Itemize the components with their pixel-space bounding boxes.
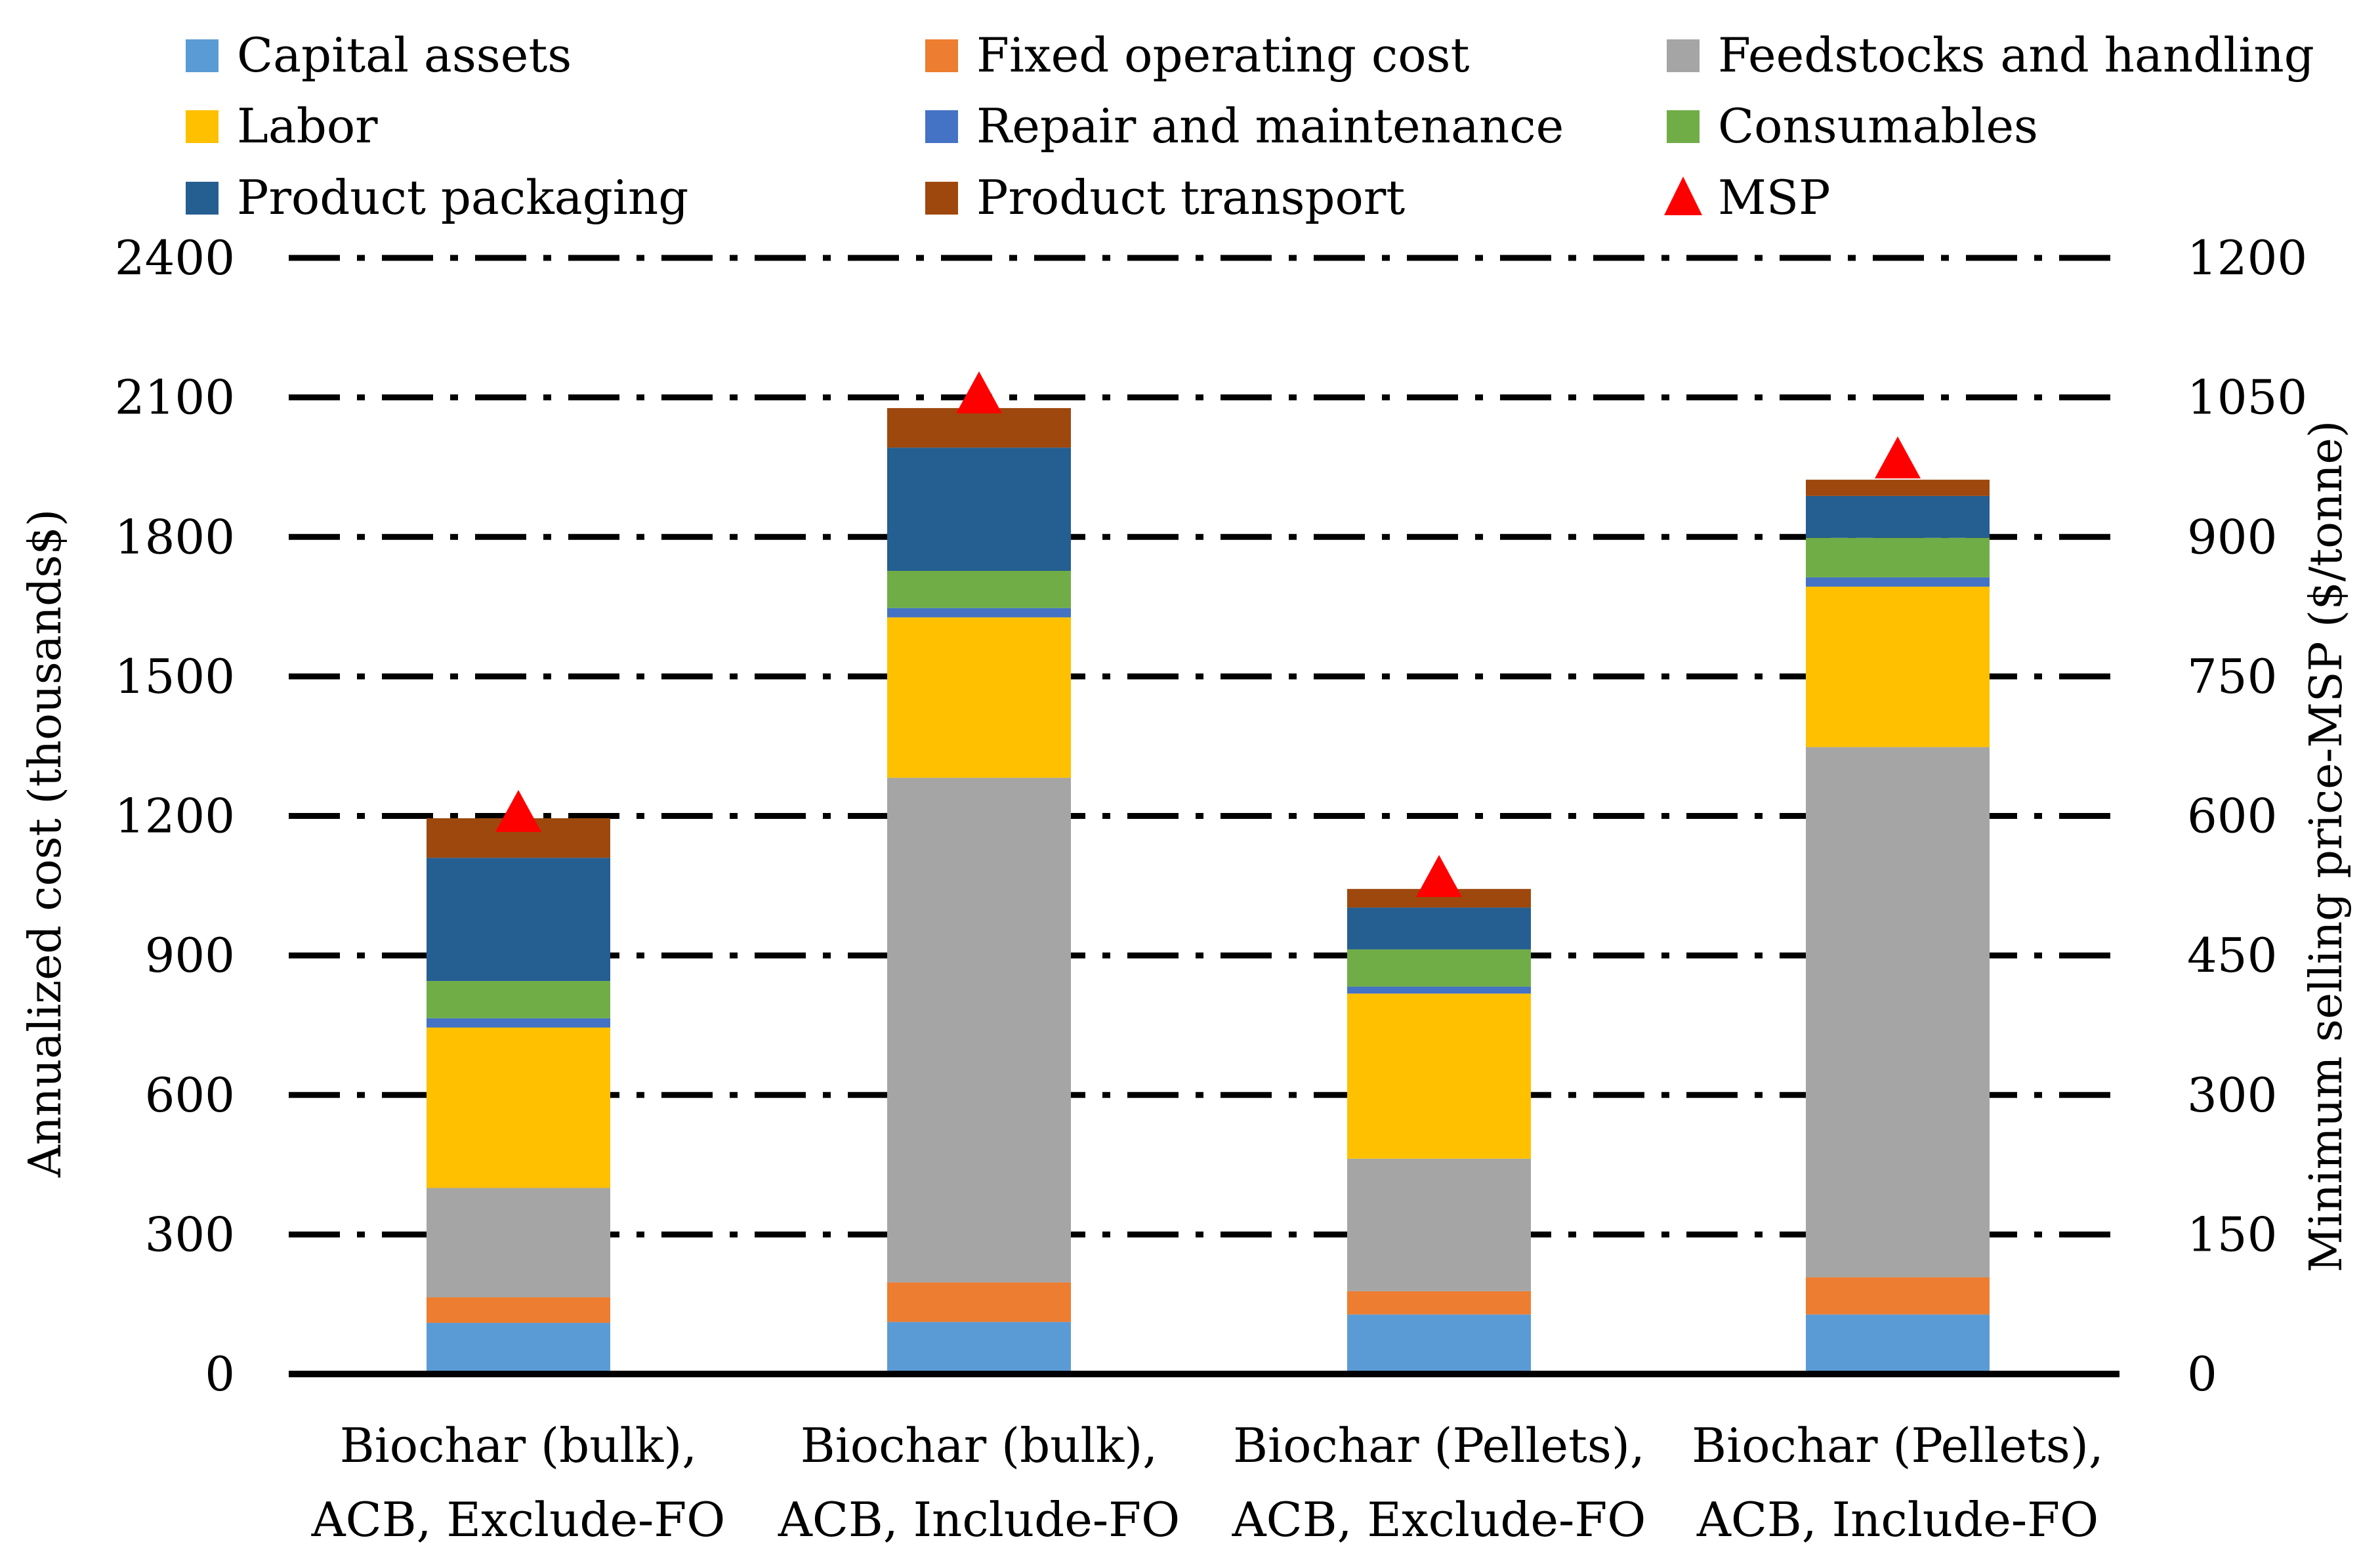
msp-markers bbox=[495, 371, 1921, 898]
category-label: Biochar (Pellets), bbox=[1233, 1418, 1645, 1473]
y2-tick-label: 450 bbox=[2187, 928, 2277, 983]
y2-tick-label: 900 bbox=[2187, 509, 2277, 564]
category-label: Biochar (Pellets), bbox=[1692, 1418, 2104, 1473]
bar-segment-fixed-operating-cost bbox=[887, 1282, 1071, 1322]
bar-segment-feedstocks-and-handling bbox=[887, 778, 1071, 1283]
category-labels: Biochar (bulk), ACB, Exclude-FO Biochar (b… bbox=[311, 1418, 2104, 1547]
bar-segment-consumables bbox=[427, 981, 610, 1018]
legend-swatch-feedstocks-and-handling bbox=[1667, 39, 1700, 72]
y2-tick-label: 1200 bbox=[2187, 230, 2307, 285]
bar-segment-feedstocks-and-handling bbox=[427, 1188, 610, 1298]
y2-axis-label: Minimum selling price-MSP ($/tonne) bbox=[2301, 421, 2352, 1273]
bar-segment-consumables bbox=[1806, 537, 1990, 577]
bars bbox=[427, 407, 1990, 1374]
category-label: Biochar (bulk), bbox=[801, 1418, 1158, 1473]
bar-segment-capital-assets bbox=[427, 1323, 610, 1374]
legend: Capital assets Fixed operating cost Feedst… bbox=[186, 28, 2314, 225]
legend-label-product-packaging: Product packaging bbox=[237, 170, 688, 225]
y-tick-label: 2400 bbox=[115, 230, 235, 285]
msp-marker bbox=[495, 789, 541, 832]
category-label: ACB, Include-FO bbox=[778, 1492, 1180, 1547]
y-tick-label: 0 bbox=[205, 1346, 235, 1402]
bar-segment-product-packaging bbox=[427, 858, 610, 982]
bar-segment-labor bbox=[1806, 587, 1990, 747]
legend-label-fixed-operating-cost: Fixed operating cost bbox=[976, 28, 1469, 83]
bar-segment-product-packaging bbox=[1347, 907, 1531, 949]
category-label: ACB, Include-FO bbox=[1696, 1492, 2098, 1547]
legend-swatch-fixed-operating-cost bbox=[925, 39, 958, 72]
legend-swatch-capital-assets bbox=[186, 39, 219, 72]
legend-label-feedstocks-and-handling: Feedstocks and handling bbox=[1718, 28, 2314, 83]
bar-segment-fixed-operating-cost bbox=[1806, 1277, 1990, 1315]
y2-tick-label: 150 bbox=[2187, 1207, 2277, 1262]
y-tick-label: 1800 bbox=[115, 509, 235, 564]
bar-segment-repair-and-maintenance bbox=[887, 608, 1071, 617]
category-label: ACB, Exclude-FO bbox=[1232, 1492, 1646, 1547]
y2-tick-label: 0 bbox=[2187, 1346, 2217, 1402]
y-tick-label: 600 bbox=[145, 1068, 235, 1123]
bar-segment-capital-assets bbox=[887, 1322, 1071, 1374]
legend-label-msp: MSP bbox=[1718, 170, 1831, 225]
y2-tick-label: 750 bbox=[2187, 649, 2277, 704]
legend-label-product-transport: Product transport bbox=[976, 170, 1405, 225]
legend-label-capital-assets: Capital assets bbox=[237, 28, 572, 83]
y-tick-label: 1200 bbox=[115, 789, 235, 844]
legend-swatch-product-transport bbox=[925, 182, 958, 215]
bar-segment-repair-and-maintenance bbox=[1806, 577, 1990, 587]
legend-swatch-product-packaging bbox=[186, 182, 219, 215]
bar-segment-capital-assets bbox=[1806, 1314, 1990, 1374]
bar-segment-labor bbox=[1347, 993, 1531, 1159]
legend-swatch-consumables bbox=[1667, 110, 1700, 143]
y-tick-label: 900 bbox=[145, 928, 235, 983]
legend-label-consumables: Consumables bbox=[1718, 98, 2038, 154]
msp-marker bbox=[956, 371, 1002, 413]
bar-segment-repair-and-maintenance bbox=[427, 1018, 610, 1028]
y-tick-label: 1500 bbox=[115, 649, 235, 704]
bar-segment-product-transport bbox=[887, 407, 1071, 448]
bar-segment-product-packaging bbox=[887, 447, 1071, 571]
bar-segment-product-packaging bbox=[1806, 495, 1990, 538]
legend-marker-msp bbox=[1664, 177, 1702, 215]
bar-segment-labor bbox=[427, 1027, 610, 1188]
bar-segment-consumables bbox=[1347, 949, 1531, 987]
y2-tick-label: 600 bbox=[2187, 789, 2277, 844]
left-axis-ticks: 0 300 600 900 1200 1500 1800 2100 2400 bbox=[115, 230, 235, 1402]
y-tick-label: 300 bbox=[145, 1207, 235, 1262]
msp-marker bbox=[1416, 855, 1462, 898]
msp-marker bbox=[1875, 436, 1921, 479]
bar-segment-consumables bbox=[887, 570, 1071, 608]
y2-tick-label: 300 bbox=[2187, 1068, 2277, 1123]
bar-segment-feedstocks-and-handling bbox=[1347, 1158, 1531, 1291]
y2-tick-label: 1050 bbox=[2187, 370, 2307, 425]
bar-segment-feedstocks-and-handling bbox=[1806, 747, 1990, 1278]
right-axis-ticks: 0 150 300 450 600 750 900 1050 1200 bbox=[2187, 230, 2307, 1402]
bar-segment-capital-assets bbox=[1347, 1314, 1531, 1374]
bar-segment-repair-and-maintenance bbox=[1347, 986, 1531, 994]
legend-swatch-repair-and-maintenance bbox=[925, 110, 958, 143]
y-axis-label: Annualized cost (thousands$) bbox=[20, 509, 72, 1178]
category-label: Biochar (bulk), bbox=[340, 1418, 697, 1473]
bar-segment-fixed-operating-cost bbox=[1347, 1291, 1531, 1315]
legend-label-repair-and-maintenance: Repair and maintenance bbox=[976, 98, 1564, 154]
category-label: ACB, Exclude-FO bbox=[311, 1492, 726, 1547]
y-tick-label: 2100 bbox=[115, 370, 235, 425]
legend-swatch-labor bbox=[186, 110, 219, 143]
bar-segment-product-transport bbox=[1806, 480, 1990, 496]
legend-label-labor: Labor bbox=[237, 98, 378, 154]
bar-segment-fixed-operating-cost bbox=[427, 1297, 610, 1323]
bar-segment-labor bbox=[887, 617, 1071, 778]
